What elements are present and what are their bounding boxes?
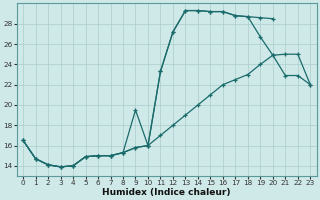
X-axis label: Humidex (Indice chaleur): Humidex (Indice chaleur) (102, 188, 231, 197)
